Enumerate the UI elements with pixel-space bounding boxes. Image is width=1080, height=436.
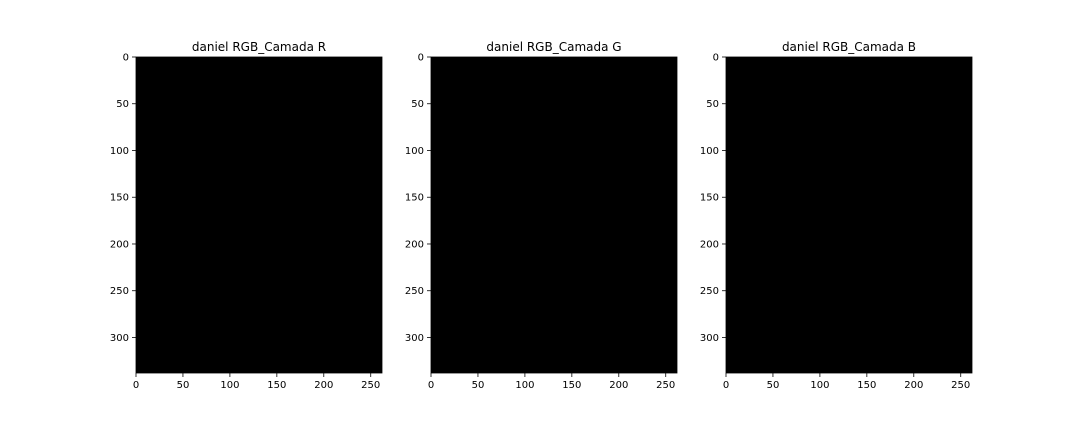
- y-tick-label: 250: [405, 286, 424, 297]
- y-tick-label: 50: [706, 99, 719, 110]
- person-portrait-icon: [726, 57, 972, 373]
- y-tick-label: 300: [700, 333, 719, 344]
- x-tick-label: 150: [857, 380, 876, 391]
- x-tick-label: 0: [133, 380, 139, 391]
- y-tick-label: 200: [405, 239, 424, 250]
- person-portrait-icon: [136, 57, 382, 373]
- panel-title: daniel RGB_Camada B: [782, 40, 916, 54]
- y-tick-label: 200: [110, 239, 129, 250]
- x-tick-label: 0: [723, 380, 729, 391]
- y-tick-label: 0: [713, 53, 719, 64]
- x-tick-label: 100: [220, 380, 239, 391]
- panel-title: daniel RGB_Camada G: [486, 40, 621, 54]
- axes-frame: [135, 56, 383, 374]
- x-tick-label: 100: [515, 380, 534, 391]
- axes-frame: [430, 56, 678, 374]
- x-tick-label: 200: [609, 380, 628, 391]
- x-tick-label: 100: [810, 380, 829, 391]
- y-tick-label: 100: [110, 146, 129, 157]
- y-tick-label: 250: [110, 286, 129, 297]
- y-tick-label: 100: [700, 146, 719, 157]
- x-tick-label: 50: [177, 380, 190, 391]
- y-tick-label: 50: [116, 99, 129, 110]
- x-tick-label: 0: [428, 380, 434, 391]
- x-tick-label: 50: [472, 380, 485, 391]
- y-tick-label: 150: [700, 193, 719, 204]
- panel-r: daniel RGB_Camada R.pal-R .bg{fill:#2000…: [110, 40, 383, 391]
- y-tick-label: 0: [123, 53, 129, 64]
- x-tick-label: 150: [562, 380, 581, 391]
- y-tick-label: 250: [700, 286, 719, 297]
- x-tick-label: 250: [361, 380, 380, 391]
- x-tick-label: 150: [267, 380, 286, 391]
- x-tick-label: 250: [656, 380, 675, 391]
- x-tick-label: 50: [767, 380, 780, 391]
- axes-frame: [725, 56, 973, 374]
- x-tick-label: 200: [904, 380, 923, 391]
- y-tick-label: 100: [405, 146, 424, 157]
- y-tick-label: 300: [110, 333, 129, 344]
- panel-g: daniel RGB_Camada G.pal-G .bg{fill:#0a17…: [405, 40, 678, 391]
- y-tick-label: 300: [405, 333, 424, 344]
- x-tick-label: 250: [951, 380, 970, 391]
- y-tick-label: 150: [110, 193, 129, 204]
- panel-b: daniel RGB_Camada B.pal-B .bg{fill:#0000…: [700, 40, 973, 391]
- x-tick-label: 200: [314, 380, 333, 391]
- y-tick-label: 150: [405, 193, 424, 204]
- y-tick-label: 200: [700, 239, 719, 250]
- person-portrait-icon: [431, 57, 677, 373]
- y-tick-label: 0: [418, 53, 424, 64]
- y-tick-label: 50: [411, 99, 424, 110]
- panel-title: daniel RGB_Camada R: [192, 40, 326, 54]
